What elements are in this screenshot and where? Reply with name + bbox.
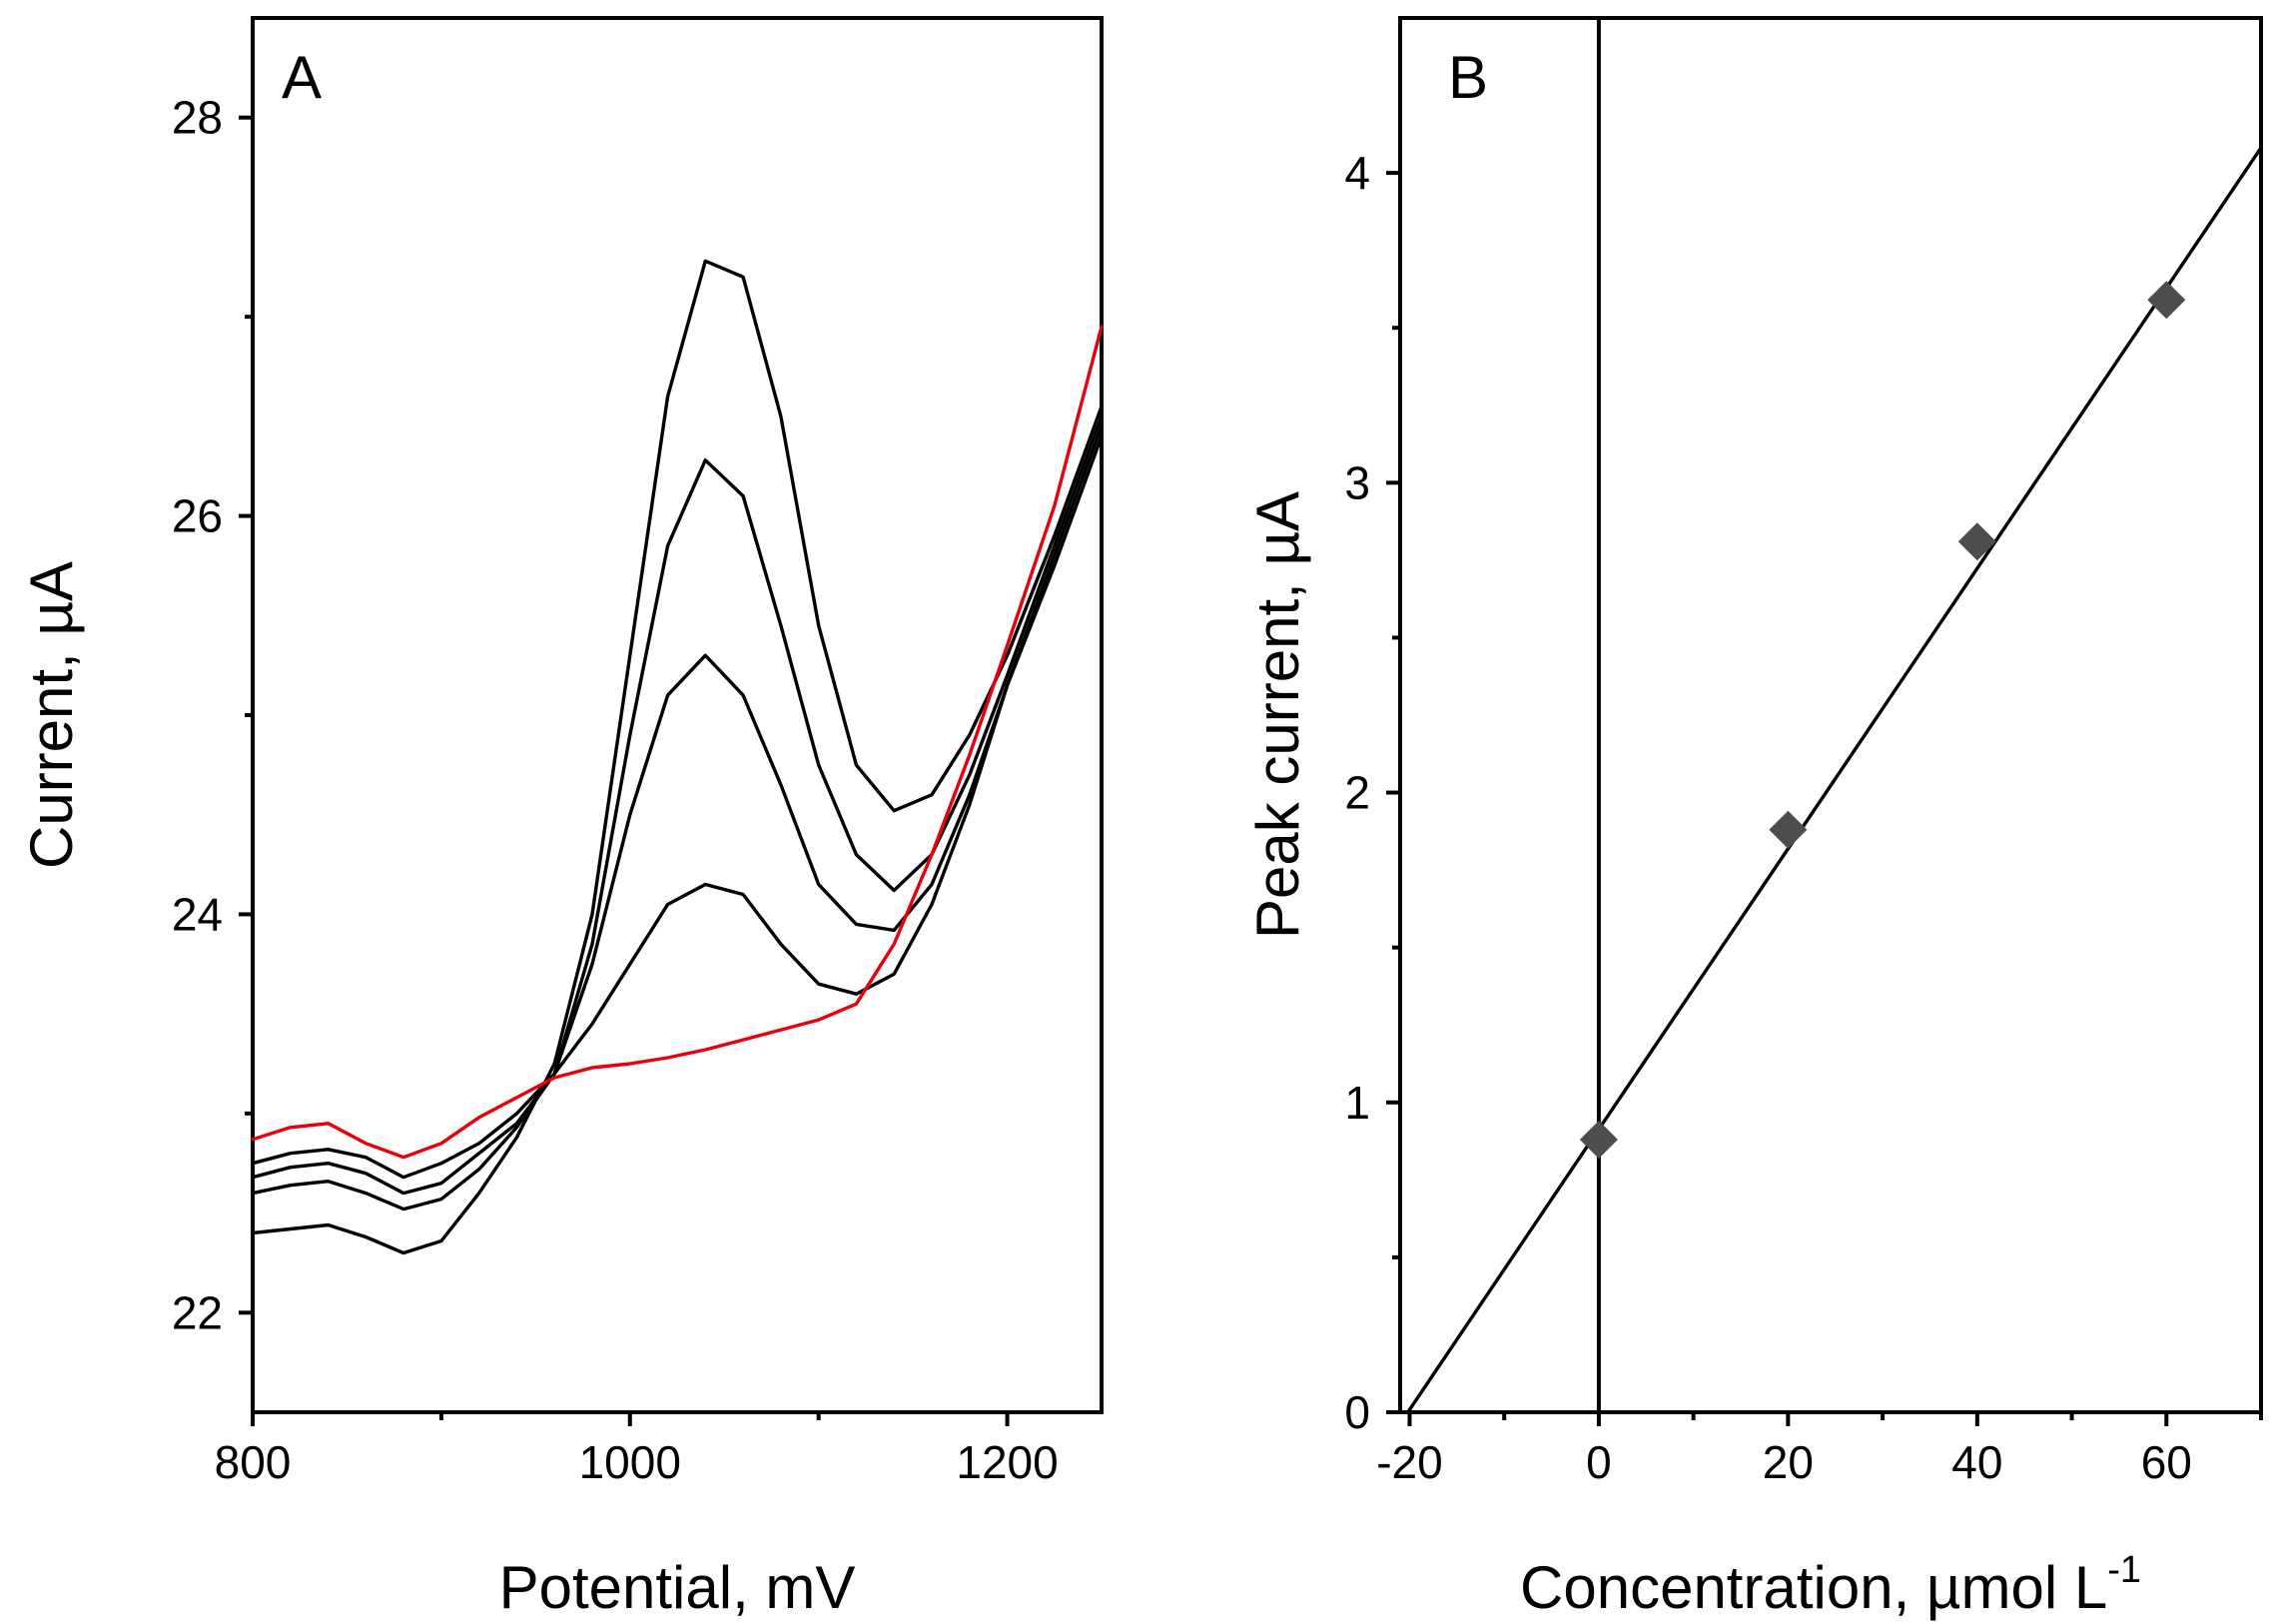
panel-b-fit-line bbox=[1406, 147, 2263, 1413]
panel-b-points bbox=[1579, 281, 2186, 1160]
panel-b-y-axis-title: Peak current, µA bbox=[1244, 491, 1311, 939]
panel-a-y-tick-label: 22 bbox=[172, 1286, 223, 1338]
panel-b-y-tick-label: 1 bbox=[1344, 1077, 1370, 1129]
panel-b-x-tick-label: 0 bbox=[1586, 1436, 1612, 1488]
panel-b-y-tick-label: 4 bbox=[1344, 147, 1370, 199]
panel-a-x-axis-title: Potential, mV bbox=[499, 1554, 856, 1621]
panel-b-x-tick-label: 20 bbox=[1763, 1436, 1814, 1488]
panel-a-y-tick-label: 28 bbox=[172, 92, 223, 144]
panel-b-y-tick-label: 2 bbox=[1344, 767, 1370, 819]
panel-b-x-axis-title-superscript: -1 bbox=[2107, 1549, 2141, 1591]
panel-b-x-axis-title: Concentration, µmol L-1 bbox=[1520, 1549, 2141, 1621]
panel-a-chart: 800 1000 1200 22 24 26 28 A Potential, mV Curr… bbox=[18, 16, 1104, 1621]
panel-b-x-tick-label: -20 bbox=[1376, 1436, 1442, 1488]
panel-b-data-point bbox=[1579, 1121, 1618, 1160]
panel-b-x-tick-label: 60 bbox=[2141, 1436, 2192, 1488]
panel-b-frame bbox=[1398, 16, 2263, 1414]
panel-a-trace-3 bbox=[251, 414, 1104, 1212]
panel-b-data-point bbox=[1957, 522, 1996, 561]
panel-a-trace-1 bbox=[251, 434, 1104, 1180]
panel-b-letter: B bbox=[1448, 44, 1488, 111]
panel-b-x-tick-label: 40 bbox=[1951, 1436, 2002, 1488]
panel-a-y-tick-label: 26 bbox=[172, 490, 223, 542]
panel-a-trace-4 bbox=[251, 259, 1104, 1255]
panel-a-ticks: 800 1000 1200 22 24 26 28 bbox=[172, 92, 1059, 1488]
panel-b-x-axis-title-main: Concentration, µmol L bbox=[1520, 1554, 2107, 1621]
panel-a-frame bbox=[251, 16, 1104, 1414]
panel-b-data-point bbox=[2147, 281, 2186, 320]
panel-a-x-tick-label: 1000 bbox=[579, 1436, 681, 1488]
panel-b-data-point bbox=[1769, 810, 1808, 849]
panel-a-y-axis-title: Current, µA bbox=[18, 561, 85, 869]
panel-a-letter: A bbox=[282, 44, 322, 111]
panel-a-curves bbox=[251, 259, 1104, 1255]
panel-a-trace-0 bbox=[251, 325, 1104, 1160]
panel-a-trace-2 bbox=[251, 424, 1104, 1196]
panel-a-x-tick-label: 800 bbox=[215, 1436, 292, 1488]
panel-b-y-tick-label: 3 bbox=[1344, 456, 1370, 508]
panel-b-y-tick-label: 0 bbox=[1344, 1386, 1370, 1438]
panel-a-y-tick-label: 24 bbox=[172, 888, 223, 940]
panel-a-x-tick-label: 1200 bbox=[956, 1436, 1058, 1488]
panel-b-lines bbox=[1406, 18, 2263, 1413]
